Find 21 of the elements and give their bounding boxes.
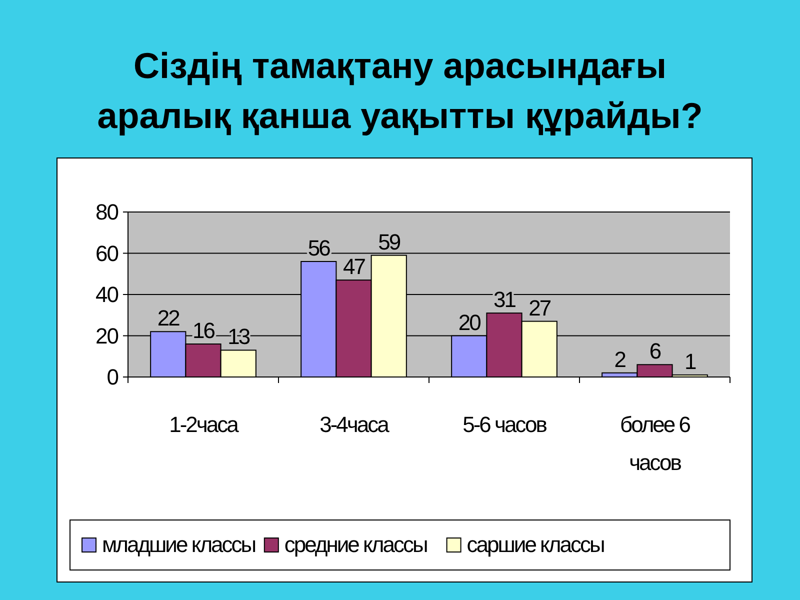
x-tick-label: более 6 часов: [620, 412, 691, 475]
legend-label: саршие классы: [466, 532, 604, 557]
y-tick-label: 40: [96, 282, 119, 308]
data-label: 22: [157, 306, 180, 331]
x-tick-label: 5-6 часов: [462, 412, 547, 437]
y-tick-label: 20: [96, 323, 119, 348]
y-tick-label: 0: [106, 364, 119, 390]
y-tick-label: 80: [96, 200, 119, 225]
chart-title: Сіздің тамақтану арасындағы аралық қанша уақытты құрайды?: [97, 45, 703, 136]
data-label: 59: [378, 229, 401, 254]
data-label: 6: [649, 338, 662, 364]
data-label: 47: [343, 254, 366, 280]
y-tick-label: 60: [96, 240, 119, 266]
legend-label: младшие классы: [102, 532, 256, 557]
data-label: 1: [684, 348, 696, 374]
x-tick-label: 3-4часа: [320, 412, 390, 437]
data-label: 27: [528, 295, 552, 320]
data-label: 2: [614, 346, 626, 372]
x-tick-label: 1-2часа: [169, 412, 240, 437]
legend-label: средние классы: [284, 532, 428, 557]
data-label: 20: [458, 310, 482, 335]
